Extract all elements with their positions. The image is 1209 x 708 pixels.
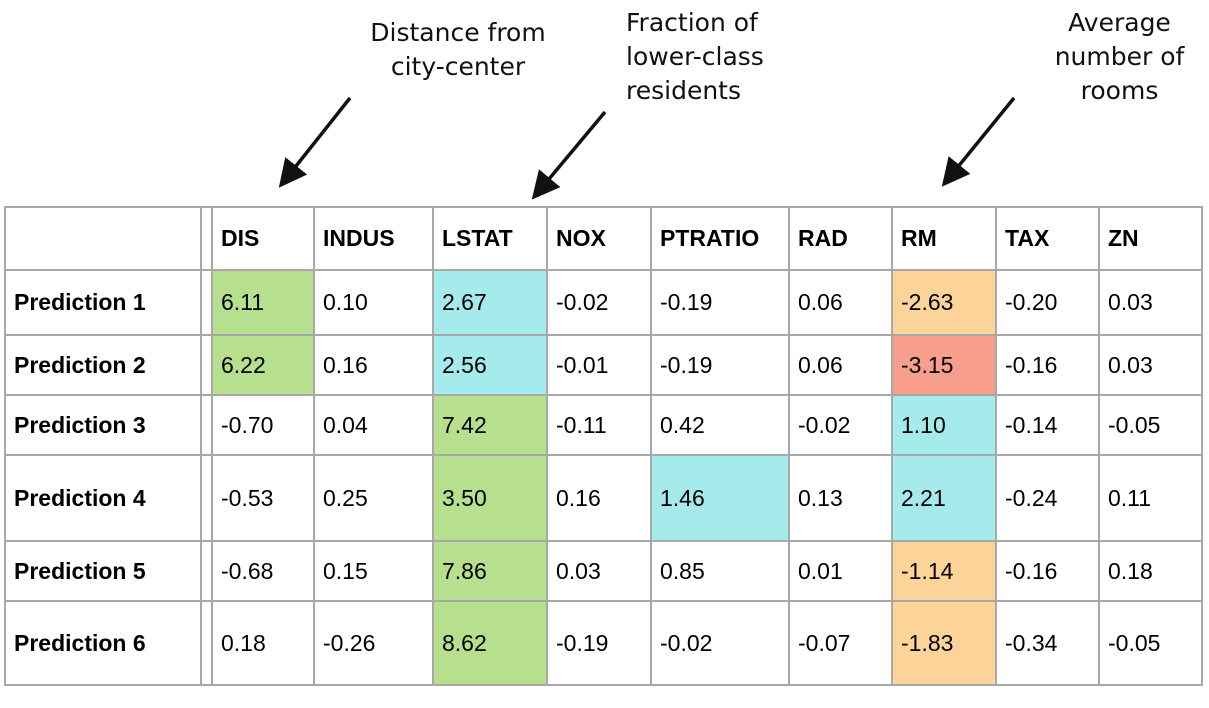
header-row: DIS INDUS LSTAT NOX PTRATIO RAD RM TAX Z…	[4, 206, 1203, 271]
table-cell: 0.25	[313, 454, 434, 542]
table-cell: -0.14	[995, 394, 1100, 456]
table-row: Prediction 1 6.11 0.10 2.67 -0.02 -0.19 …	[4, 269, 1203, 336]
arrow-to-rm	[941, 96, 1016, 187]
row-label: Prediction 5	[4, 540, 202, 602]
table-cell: -0.24	[995, 454, 1100, 542]
column-header: ZN	[1098, 206, 1203, 271]
table-cell: 8.62	[432, 600, 548, 686]
table-cell: -0.11	[546, 394, 652, 456]
row-label: Prediction 4	[4, 454, 202, 542]
row-label: Prediction 3	[4, 394, 202, 456]
table-cell: 0.06	[788, 334, 893, 396]
table-cell: -0.34	[995, 600, 1100, 686]
prediction-table: DIS INDUS LSTAT NOX PTRATIO RAD RM TAX Z…	[4, 206, 1203, 686]
table-row: Prediction 3 -0.70 0.04 7.42 -0.11 0.42 …	[4, 394, 1203, 456]
table-cell: 1.10	[891, 394, 997, 456]
gap-cell	[200, 600, 213, 686]
table-row: Prediction 6 0.18 -0.26 8.62 -0.19 -0.02…	[4, 600, 1203, 686]
table-cell: -0.68	[211, 540, 315, 602]
table-row: Prediction 5 -0.68 0.15 7.86 0.03 0.85 0…	[4, 540, 1203, 602]
table-cell: 0.06	[788, 269, 893, 336]
column-header: NOX	[546, 206, 652, 271]
table-cell: 0.16	[313, 334, 434, 396]
gap-cell	[200, 206, 213, 271]
table-cell: -0.02	[788, 394, 893, 456]
table-cell: 1.46	[650, 454, 790, 542]
column-header: RAD	[788, 206, 893, 271]
table-cell: 0.13	[788, 454, 893, 542]
column-header: LSTAT	[432, 206, 548, 271]
table-cell: 2.56	[432, 334, 548, 396]
table-cell: 6.22	[211, 334, 315, 396]
table-row: Prediction 2 6.22 0.16 2.56 -0.01 -0.19 …	[4, 334, 1203, 396]
table-cell: 0.18	[1098, 540, 1203, 602]
table-cell: 0.03	[1098, 334, 1203, 396]
row-label: Prediction 2	[4, 334, 202, 396]
table-cell: -0.02	[546, 269, 652, 336]
table-cell: 2.67	[432, 269, 548, 336]
table-cell: -0.16	[995, 540, 1100, 602]
table-cell: 0.85	[650, 540, 790, 602]
table-cell: 0.16	[546, 454, 652, 542]
annotation-average-rooms: Average number of rooms	[1054, 8, 1185, 105]
table-cell: -0.07	[788, 600, 893, 686]
gap-cell	[200, 454, 213, 542]
table-cell: 0.04	[313, 394, 434, 456]
table-cell: -0.05	[1098, 600, 1203, 686]
table-cell: -0.16	[995, 334, 1100, 396]
table-cell: 7.86	[432, 540, 548, 602]
arrow-to-lstat	[531, 110, 607, 200]
table-cell: 0.11	[1098, 454, 1203, 542]
table-cell: 3.50	[432, 454, 548, 542]
table-cell: 0.15	[313, 540, 434, 602]
column-header: PTRATIO	[650, 206, 790, 271]
annotation-fraction-lower-class: Fraction of lower-class residents	[626, 8, 764, 105]
gap-cell	[200, 540, 213, 602]
table-cell: -3.15	[891, 334, 997, 396]
table-cell: 2.21	[891, 454, 997, 542]
table-cell: 7.42	[432, 394, 548, 456]
table-cell: 0.18	[211, 600, 315, 686]
gap-cell	[200, 334, 213, 396]
table-row: Prediction 4 -0.53 0.25 3.50 0.16 1.46 0…	[4, 454, 1203, 542]
corner-cell	[4, 206, 202, 271]
gap-cell	[200, 394, 213, 456]
table-cell: -2.63	[891, 269, 997, 336]
row-label: Prediction 6	[4, 600, 202, 686]
column-header: RM	[891, 206, 997, 271]
table-cell: -0.20	[995, 269, 1100, 336]
gap-cell	[200, 269, 213, 336]
table-cell: -0.53	[211, 454, 315, 542]
table-cell: -0.02	[650, 600, 790, 686]
table-cell: -1.83	[891, 600, 997, 686]
table-cell: 0.03	[1098, 269, 1203, 336]
table-cell: -0.70	[211, 394, 315, 456]
column-header: DIS	[211, 206, 315, 271]
table-cell: -0.26	[313, 600, 434, 686]
table-cell: -0.19	[650, 269, 790, 336]
annotation-distance-from-city-center: Distance from city-center	[370, 18, 546, 81]
table-cell: -0.01	[546, 334, 652, 396]
table-cell: 6.11	[211, 269, 315, 336]
table-cell: -1.14	[891, 540, 997, 602]
table-cell: 0.03	[546, 540, 652, 602]
table-cell: -0.05	[1098, 394, 1203, 456]
table-cell: 0.10	[313, 269, 434, 336]
table-cell: 0.01	[788, 540, 893, 602]
column-header: TAX	[995, 206, 1100, 271]
column-header: INDUS	[313, 206, 434, 271]
table-cell: 0.42	[650, 394, 790, 456]
table-cell: -0.19	[650, 334, 790, 396]
arrow-to-dis	[278, 96, 352, 188]
row-label: Prediction 1	[4, 269, 202, 336]
table-cell: -0.19	[546, 600, 652, 686]
